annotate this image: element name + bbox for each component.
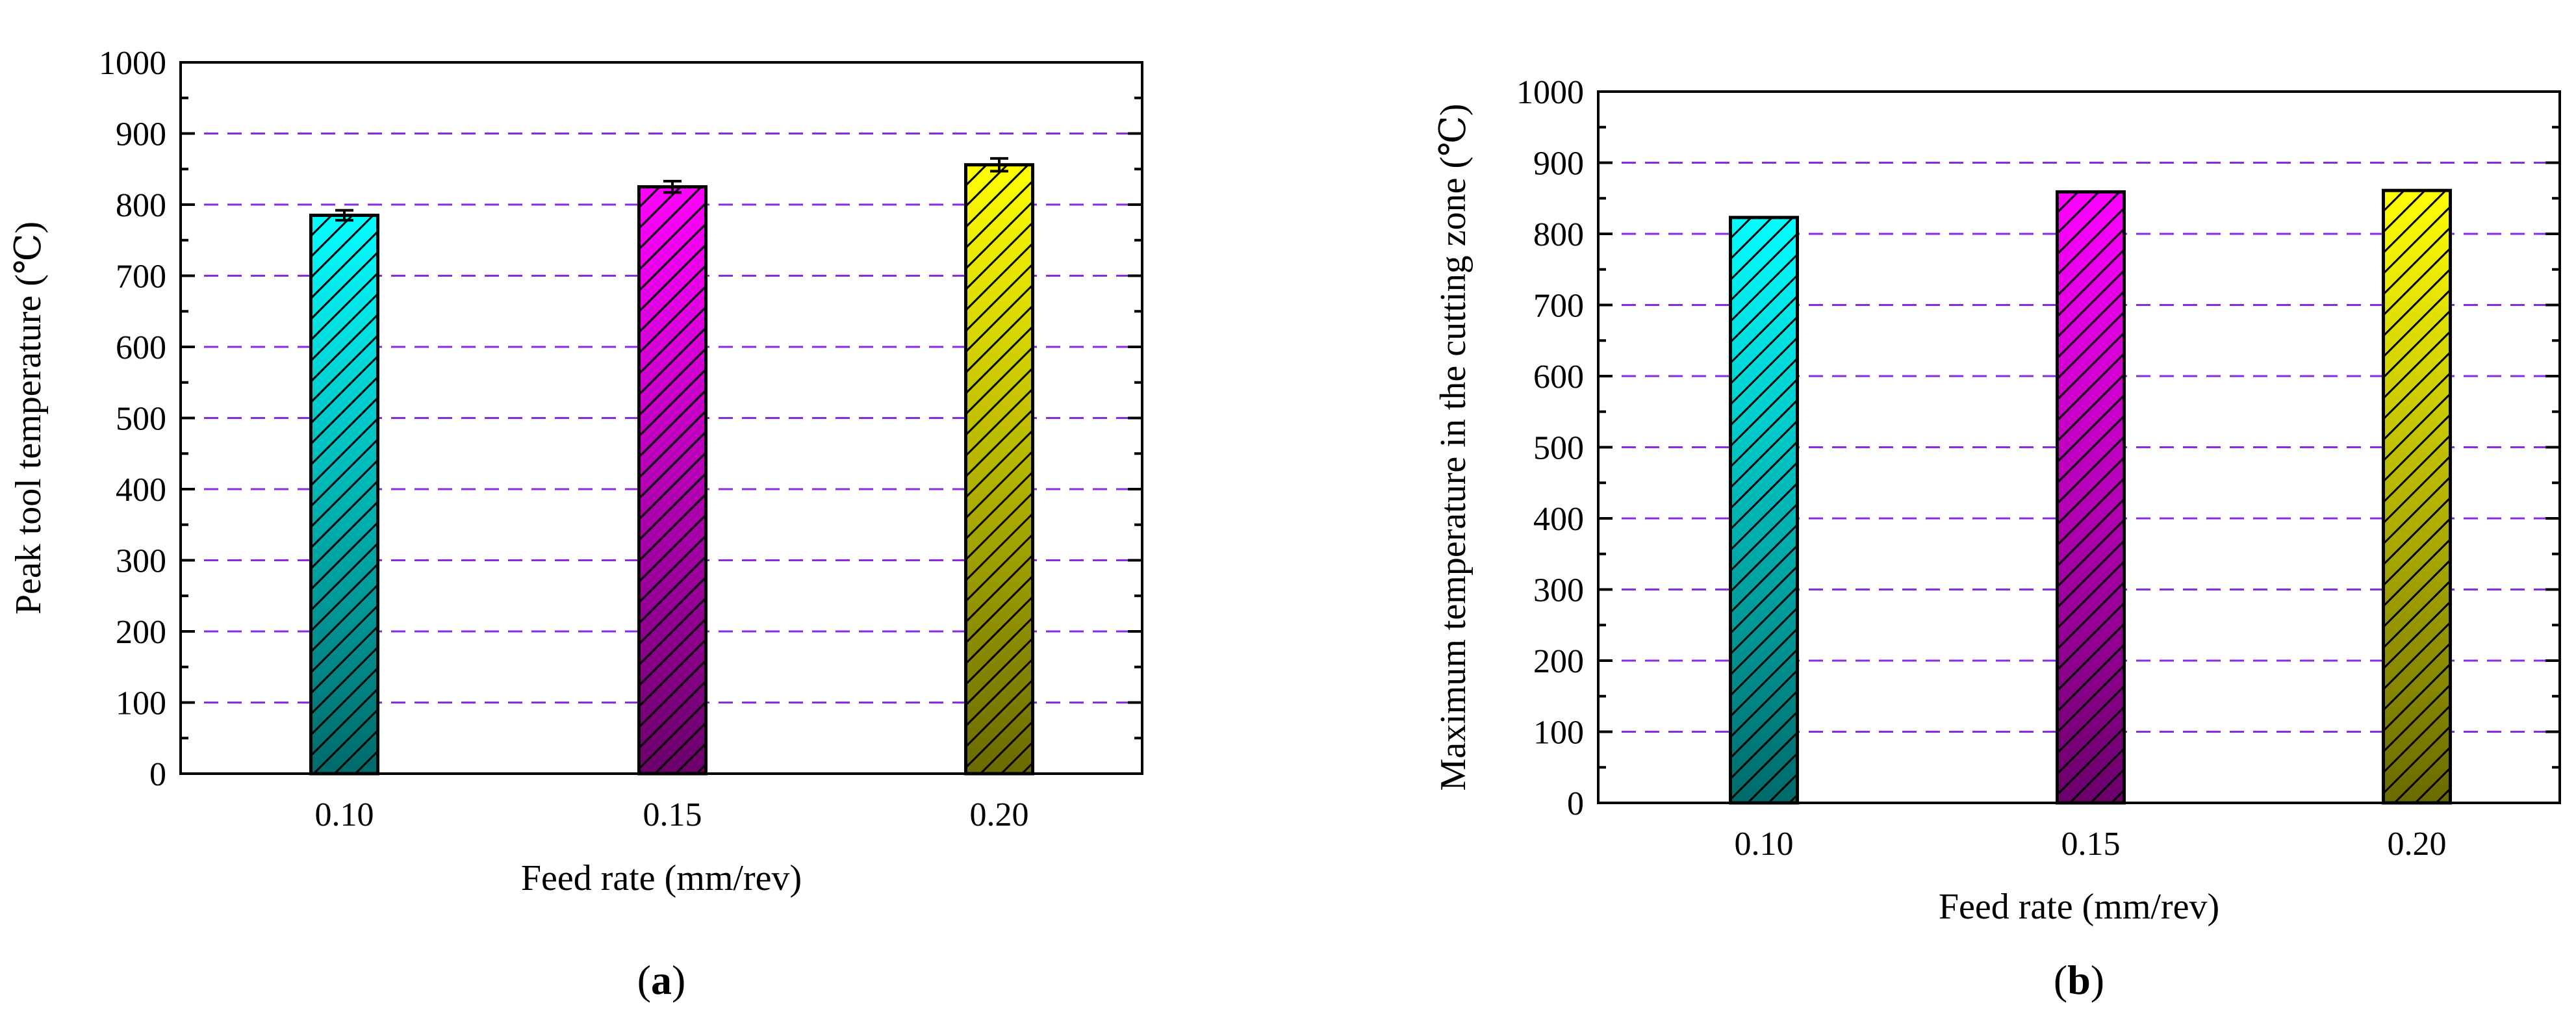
x-tick-label: 0.15 <box>2061 826 2121 863</box>
x-tick-label: 0.20 <box>2388 826 2447 863</box>
x-tick-labels: 0.10 0.15 0.20 <box>315 796 1029 833</box>
error-bar <box>663 179 682 194</box>
y-tick-label: 100 <box>116 685 166 722</box>
x-tick-labels: 0.10 0.15 0.20 <box>1735 826 2447 863</box>
bar-hatch <box>311 215 378 774</box>
y-tick-label: 700 <box>1533 288 1584 325</box>
y-tick-label: 800 <box>116 187 166 224</box>
y-tick-label: 500 <box>116 401 166 438</box>
bar-hatch <box>1730 217 1798 803</box>
bar-hatch <box>2383 190 2451 803</box>
bar-hatch <box>965 164 1033 774</box>
x-tick-label: 0.10 <box>1735 826 1794 863</box>
y-tick-label: 500 <box>1533 430 1584 467</box>
bar <box>2383 190 2451 804</box>
y-tick-label: 400 <box>1533 501 1584 538</box>
x-tick-label: 0.10 <box>315 796 374 833</box>
y-tick-labels: 0 100 200 300 400 500 600 700 800 900 1000 <box>99 45 166 793</box>
error-bar <box>335 209 353 222</box>
panel-letter: b <box>2067 957 2091 1003</box>
bars <box>1729 188 2452 805</box>
y-tick-labels: 0 100 200 300 400 500 600 700 800 900 1000 <box>1516 74 1584 822</box>
y-tick-label: 0 <box>149 756 166 793</box>
y-tick-label: 600 <box>116 329 166 366</box>
y-tick-label: 400 <box>116 472 166 509</box>
x-axis-title: Feed rate (mm/rev) <box>521 858 802 898</box>
y-tick-label: 900 <box>1533 146 1584 183</box>
y-axis-title: Maximum temperature in the cutting zone … <box>1433 104 1473 791</box>
y-tick-label: 700 <box>116 259 166 296</box>
bar-hatch <box>2057 192 2124 803</box>
y-tick-label: 0 <box>1567 785 1584 822</box>
panel-label: (b) <box>2054 957 2104 1003</box>
y-tick-label: 300 <box>116 543 166 580</box>
y-tick-label: 1000 <box>99 45 166 82</box>
error-bar <box>990 157 1008 173</box>
panel-label: (a) <box>637 957 686 1003</box>
ticks <box>1598 90 2560 804</box>
y-tick-label: 200 <box>1533 643 1584 680</box>
y-tick-label: 1000 <box>1516 74 1584 111</box>
y-tick-label: 200 <box>116 614 166 651</box>
y-tick-label: 800 <box>1533 216 1584 253</box>
x-tick-label: 0.20 <box>970 796 1029 833</box>
x-axis-title: Feed rate (mm/rev) <box>1939 887 2219 927</box>
bars <box>309 157 1034 776</box>
y-tick-label: 100 <box>1533 715 1584 752</box>
y-tick-label: 900 <box>116 116 166 153</box>
panel-letter: a <box>651 957 672 1003</box>
ticks <box>181 61 1142 775</box>
y-tick-label: 600 <box>1533 359 1584 396</box>
y-axis-title: Peak tool temperature (℃) <box>8 222 49 615</box>
y-tick-label: 300 <box>1533 572 1584 609</box>
bar-hatch <box>639 186 706 774</box>
x-tick-label: 0.15 <box>643 796 702 833</box>
